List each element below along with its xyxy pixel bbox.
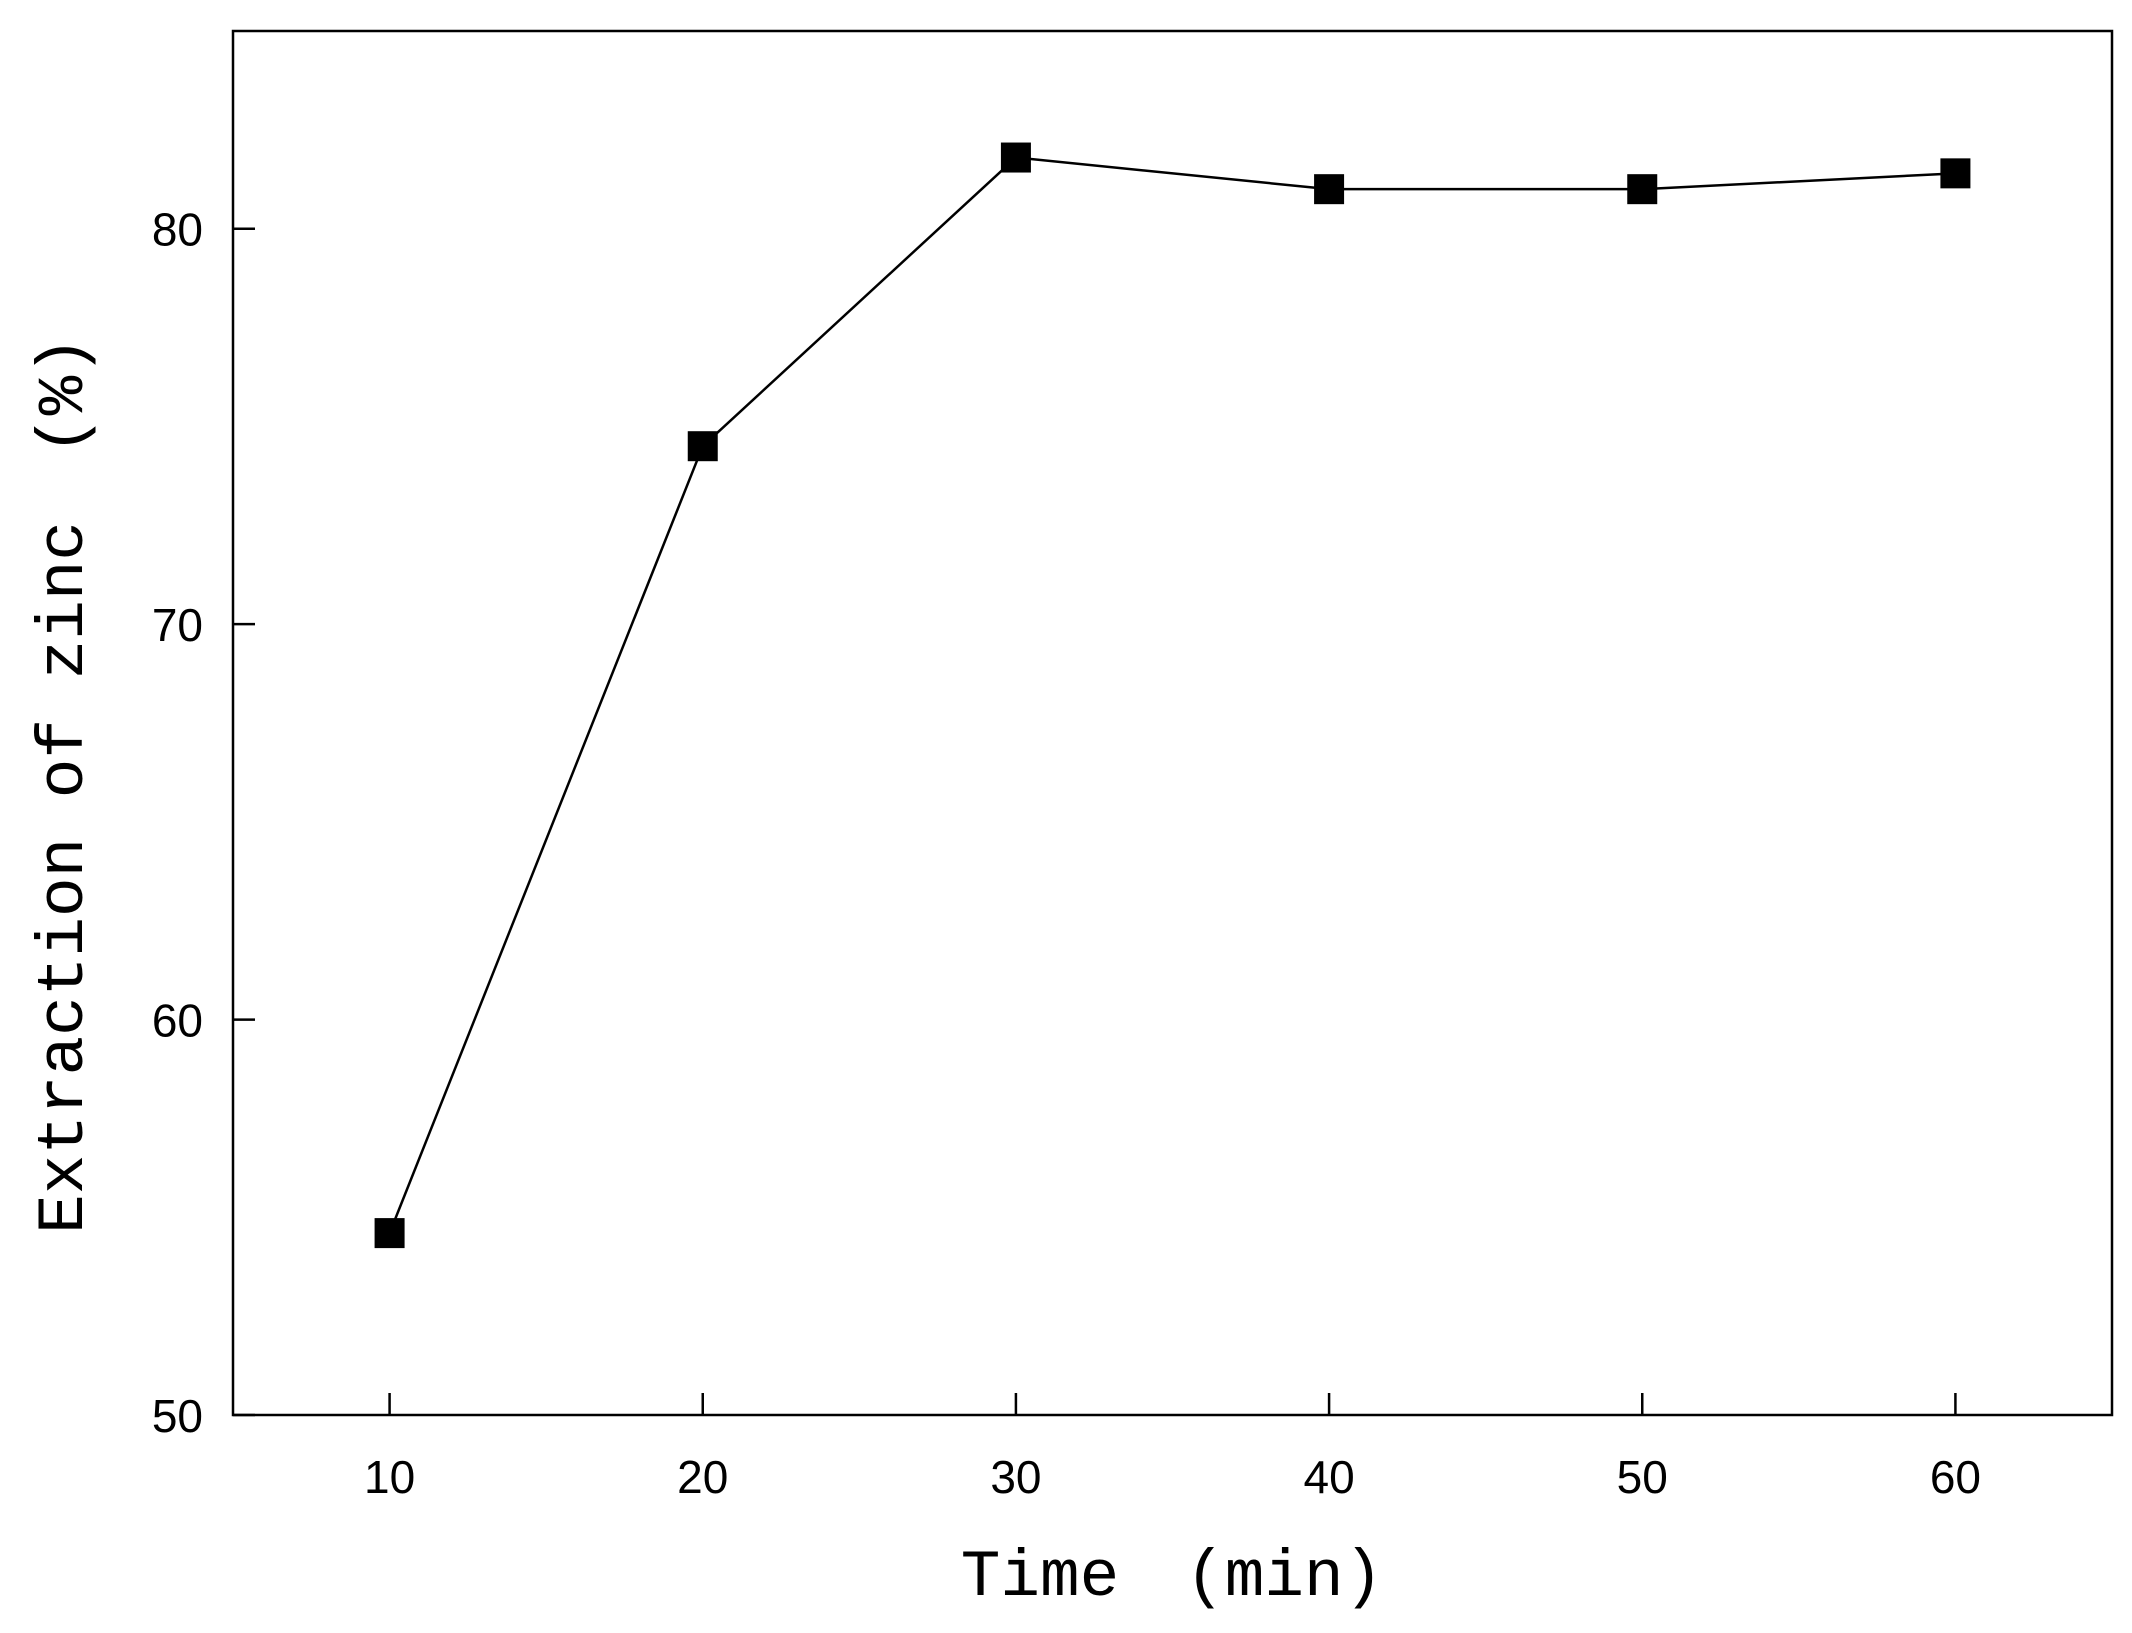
y-axis-ticks: 50 60 70 80 [152, 204, 255, 1442]
series-line-segment [1642, 172, 1956, 191]
data-point-marker [1314, 174, 1345, 205]
x-tick-label: 10 [364, 1451, 415, 1503]
y-tick-label: 50 [152, 1390, 203, 1442]
series-layer [374, 142, 1971, 1249]
x-axis-title: Time (min) [961, 1540, 1383, 1615]
x-tick-label: 40 [1303, 1451, 1354, 1503]
plot-frame [231, 29, 2114, 1417]
y-tick-label: 70 [152, 599, 203, 651]
y-axis-title: Extraction of zinc (%) [27, 336, 102, 1234]
x-tick-label: 30 [990, 1451, 1041, 1503]
data-point-marker [1940, 158, 1971, 189]
series-line-segment [701, 156, 1017, 448]
data-point-marker [1627, 174, 1658, 205]
y-tick-label: 60 [152, 995, 203, 1047]
x-axis-ticks: 10 20 30 40 50 60 [364, 1393, 1981, 1503]
x-tick-label: 60 [1930, 1451, 1981, 1503]
series-line-segment [1015, 156, 1330, 191]
series-line-segment [388, 445, 704, 1234]
data-point-marker [374, 1218, 405, 1249]
data-point-marker [1000, 142, 1031, 173]
data-point-marker [687, 431, 718, 462]
x-tick-label: 50 [1617, 1451, 1668, 1503]
y-tick-label: 80 [152, 204, 203, 256]
x-tick-label: 20 [677, 1451, 728, 1503]
